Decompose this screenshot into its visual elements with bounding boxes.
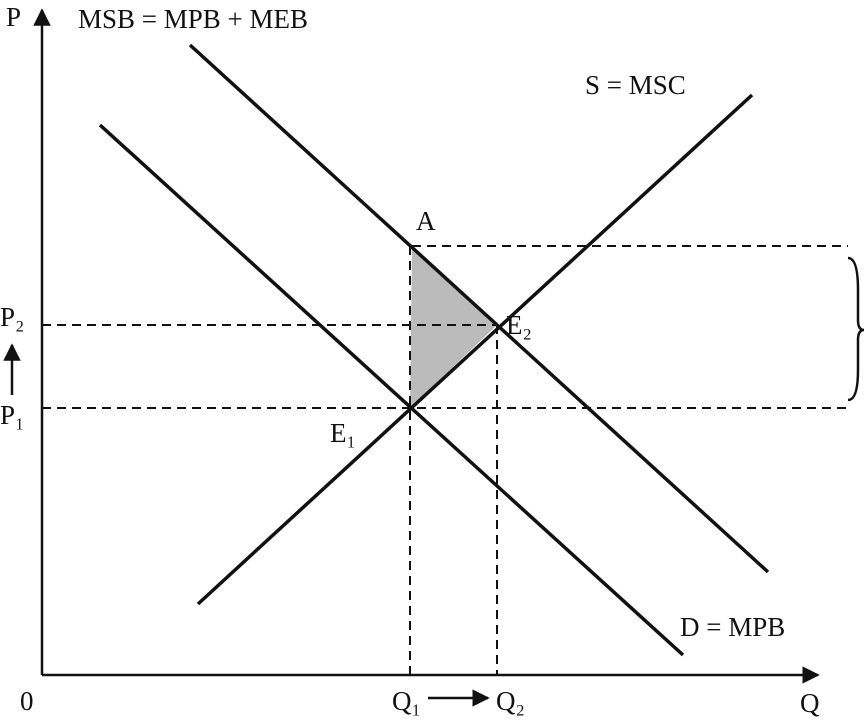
supply-curve <box>196 93 754 606</box>
welfare-gain-area <box>410 246 497 408</box>
x-axis-label: Q <box>800 688 820 718</box>
y-axis-label: P <box>6 2 21 32</box>
supply-label: S = MSC <box>585 70 686 100</box>
point-label: E₁ <box>330 418 356 448</box>
demand-curve <box>98 123 685 657</box>
msb-curve <box>188 43 770 574</box>
price-label: P₁ <box>0 400 24 430</box>
origin-label: 0 <box>20 686 34 716</box>
point-label: A <box>416 206 436 236</box>
msb-label: MSB = MPB + MEB <box>78 4 308 34</box>
demand-label: D = MPB <box>680 612 785 642</box>
price-label: P₂ <box>0 302 24 332</box>
brace <box>847 256 864 402</box>
quantity-label: Q₂ <box>496 686 525 716</box>
quantity-label: Q₁ <box>392 686 421 716</box>
point-label: E₂ <box>506 310 532 340</box>
